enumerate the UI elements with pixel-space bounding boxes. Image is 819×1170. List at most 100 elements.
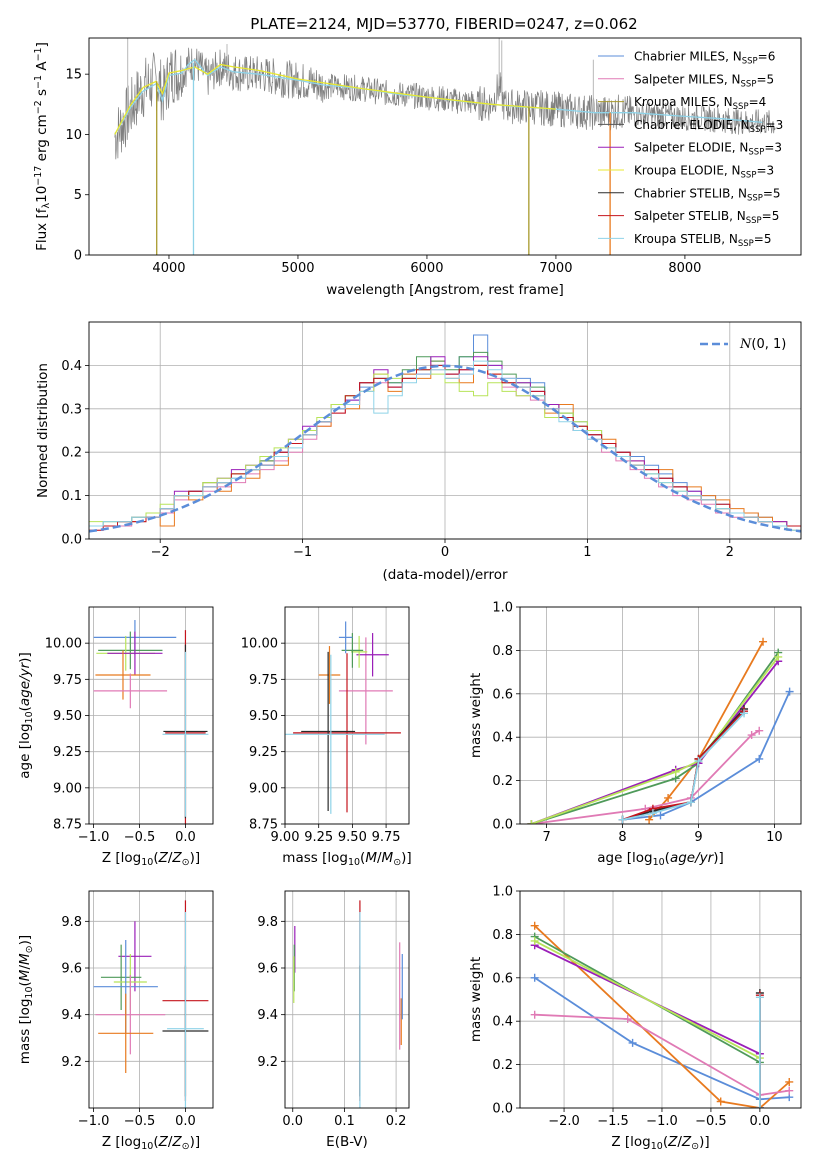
x-tick-label: 9.50 — [338, 830, 367, 845]
weight-marker — [694, 757, 703, 766]
y-tick-label: 9.00 — [249, 781, 278, 796]
mass_vs_Z-panel: −1.0 −0.5 0.0 9.2 9.4 9.6 9.8 Z [log10(Z/Z⊙)] ma… — [17, 890, 214, 1152]
y-tick-label: 0.8 — [492, 928, 513, 943]
weight-marker — [530, 1010, 539, 1019]
age_vs_Z-panel: −1.0 −0.5 0.0 8.75 9.00 9.25 9.50 9.75 10.00 Z [l… — [17, 606, 214, 868]
legend-entry-label: N(0, 1) — [739, 337, 786, 352]
errorbar-point — [293, 653, 401, 813]
x-tick-label: −1.0 — [78, 830, 110, 845]
errorbar-point — [301, 651, 356, 811]
weight_vs_age-plot-area — [527, 637, 794, 824]
y-tick-label: 9.75 — [249, 673, 278, 688]
residuals-plot-area — [89, 334, 801, 539]
y-tick-label: 0.8 — [492, 644, 513, 659]
legend-entry-label: Chabrier STELIB, NSSP=5 — [634, 186, 781, 203]
mass_vs_ebv-plot-area — [293, 900, 403, 1108]
x-tick-label: −1.0 — [646, 1114, 678, 1129]
y-tick-label: 0.4 — [492, 731, 513, 746]
spectrum-legend: Chabrier MILES, NSSP=6 Salpeter MILES, NS… — [598, 50, 783, 249]
y-axis-label: mass weight — [468, 957, 484, 1042]
y-tick-label: 9.2 — [61, 1055, 82, 1070]
weight-marker — [623, 1015, 632, 1024]
y-tick-label: 5 — [74, 188, 82, 203]
y-tick-label: 9.50 — [249, 709, 278, 724]
spectrum-model-line — [114, 63, 556, 135]
errorbar-point — [95, 650, 151, 700]
x-tick-label: 9 — [694, 830, 702, 845]
weight_vs_Z-plot-area — [530, 921, 794, 1108]
residuals-legend: N(0, 1) — [700, 337, 786, 352]
y-tick-label: 1.0 — [492, 885, 513, 900]
y-tick-label: 9.6 — [61, 962, 82, 977]
y-tick-label: 0.0 — [492, 818, 513, 833]
axes-frame — [88, 37, 802, 256]
errorbar-point — [93, 673, 168, 709]
legend-entry-label: Kroupa MILES, NSSP=4 — [634, 95, 766, 112]
y-tick-label: 10.00 — [45, 637, 82, 652]
weight-marker — [618, 815, 627, 824]
y-tick-label: 10.00 — [241, 637, 278, 652]
y-tick-label: 0.3 — [61, 402, 82, 417]
weight-marker — [740, 709, 749, 718]
weight-marker — [530, 921, 539, 930]
weight-marker — [686, 798, 695, 807]
mass_vs_ebv-panel: 0.0 0.1 0.2 9.2 9.4 9.6 9.8 E(B-V) — [257, 890, 410, 1150]
x-tick-label: 0.2 — [386, 1114, 407, 1129]
normal-distribution-curve — [89, 364, 801, 533]
legend-entry-label: Chabrier MILES, NSSP=6 — [634, 50, 775, 67]
x-axis-label: Z [log10(Z/Z⊙)] — [102, 1134, 200, 1152]
y-tick-label: 9.75 — [53, 673, 82, 688]
x-tick-label: 0.0 — [282, 1114, 303, 1129]
x-tick-label: 5000 — [281, 261, 314, 276]
weight-marker — [648, 809, 657, 818]
x-tick-label: 0 — [441, 545, 449, 560]
y-tick-label: 0.0 — [61, 533, 82, 548]
weight-line — [622, 691, 791, 821]
y-tick-label: 9.25 — [249, 745, 278, 760]
weight-marker — [716, 1097, 725, 1106]
weight_vs_age-panel: 7 8 9 10 0.0 0.2 0.4 0.6 0.8 1.0 age [log10(age/yr… — [468, 601, 802, 868]
y-tick-label: 0.1 — [61, 489, 82, 504]
weight-marker — [530, 973, 539, 982]
weight-marker — [671, 767, 680, 776]
x-axis-label: (data-model)/error — [382, 567, 508, 583]
x-tick-label: 8000 — [668, 261, 701, 276]
x-axis-label: wavelength [Angstrom, rest frame] — [326, 282, 564, 298]
histogram-step — [89, 360, 801, 539]
y-axis-label: Flux [fλ10−17 erg cm−2 s−1 A−1] — [33, 42, 52, 251]
spectrum-panel: 4000 5000 6000 7000 8000 0 5 10 15 wavelength [An… — [33, 37, 802, 298]
y-tick-label: 0 — [74, 249, 82, 264]
y-tick-label: 0.6 — [492, 687, 513, 702]
legend-entry-label: Salpeter MILES, NSSP=5 — [634, 72, 774, 89]
y-tick-label: 9.8 — [61, 915, 82, 930]
errorbar-point — [107, 631, 163, 675]
legend-entry-label: Kroupa STELIB, NSSP=5 — [634, 232, 772, 249]
errorbar-point — [351, 635, 368, 668]
y-axis-label: age [log10(age/yr)] — [17, 652, 35, 778]
legend-entry-label: Kroupa ELODIE, NSSP=3 — [634, 164, 774, 181]
y-tick-label: 9.50 — [53, 709, 82, 724]
spectrum-data-line — [114, 47, 776, 160]
x-tick-label: 0.0 — [175, 1114, 196, 1129]
y-tick-label: 9.8 — [257, 915, 278, 930]
x-tick-label: 0.0 — [175, 830, 196, 845]
axes-frame — [88, 890, 214, 1109]
age_vs_mass-panel: 9.00 9.25 9.50 9.758.759.009.259.509.7510.0… — [241, 606, 412, 868]
weight-marker — [664, 793, 673, 802]
x-tick-label: −1 — [293, 545, 312, 560]
errorbar-point — [167, 912, 204, 1108]
y-tick-label: 10 — [65, 128, 82, 143]
residuals-panel: −2 −1 0 1 2 0.0 0.1 0.2 0.3 0.4 (data-model)/error… — [35, 321, 802, 583]
x-tick-label: −0.5 — [124, 1114, 156, 1129]
y-tick-label: 9.00 — [53, 781, 82, 796]
x-tick-label: 7000 — [539, 261, 572, 276]
weight-marker — [785, 1077, 794, 1086]
mass_vs_Z-plot-area — [93, 900, 209, 1108]
weight-marker — [785, 1086, 794, 1095]
errorbar-point — [318, 646, 341, 704]
y-tick-label: 8.75 — [53, 818, 82, 833]
x-tick-label: −2 — [151, 545, 170, 560]
weight-marker — [755, 1104, 764, 1108]
